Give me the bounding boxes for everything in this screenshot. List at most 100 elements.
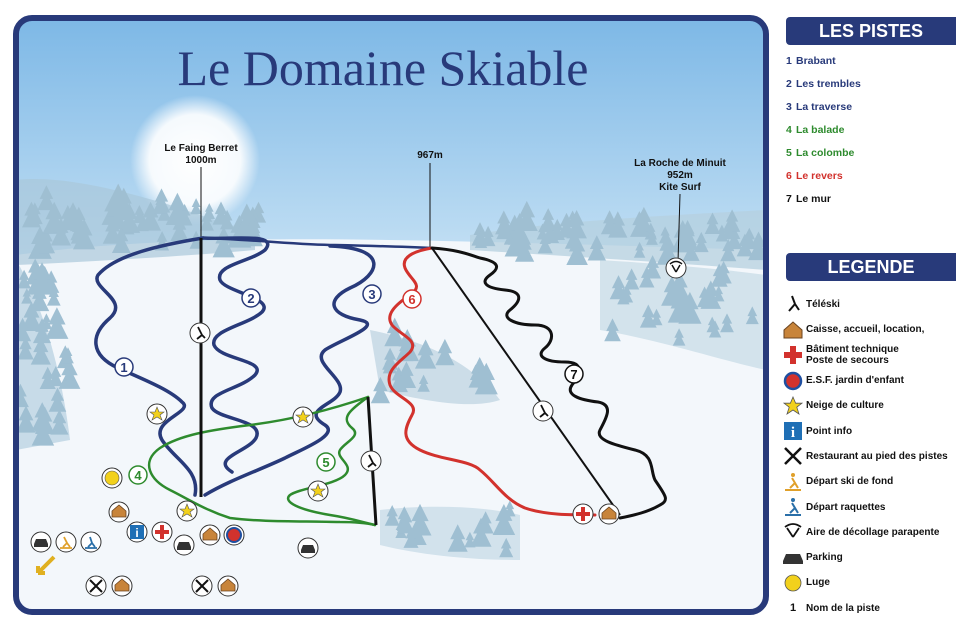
piste-item-name: Le mur	[796, 193, 832, 205]
pistes-panel-header: LES PISTES	[786, 17, 956, 45]
restaurant-icon	[191, 575, 213, 597]
legend-item-label: Restaurant au pied des pistes	[806, 450, 948, 462]
piste-item-5: 5 La colombe	[786, 146, 956, 169]
legend-item-info: i Point info	[780, 418, 958, 443]
piste-7-trail	[430, 246, 667, 520]
map-icons: i	[30, 257, 687, 597]
piste-item-6: 6 Le revers	[786, 169, 956, 192]
legend-item-label: Luge	[806, 577, 830, 589]
sled-icon	[101, 467, 123, 489]
svg-text:3: 3	[368, 287, 375, 302]
legend-item-chalet: Caisse, accueil, location,	[780, 317, 958, 342]
legend-item-esf: E.S.F. jardin d'enfant	[780, 368, 958, 393]
piste-item-1: 1 Brabant	[786, 54, 956, 77]
svg-text:6: 6	[408, 292, 415, 307]
red-cross-icon	[780, 344, 806, 366]
map-title: Le Domaine Skiable	[178, 40, 589, 96]
legend-item-label: Caisse, accueil, location,	[806, 324, 925, 336]
chalet-icon	[217, 575, 239, 597]
restaurant-icon	[780, 445, 806, 467]
legend-item-label: Parking	[806, 552, 843, 564]
red-cross-icon	[151, 521, 173, 543]
svg-text:i: i	[135, 526, 138, 540]
peak-faing-name: Le Faing Berret	[164, 143, 238, 154]
svg-text:2: 2	[247, 291, 254, 306]
paraglider-icon	[780, 521, 806, 543]
peak-roche-name: La Roche de Minuit	[634, 158, 726, 169]
ski-lift-icon	[189, 322, 211, 344]
piste-marker-7: 7	[564, 364, 584, 384]
piste-marker-4: 4	[128, 465, 148, 485]
svg-text:4: 4	[134, 468, 142, 483]
parking-icon	[297, 537, 319, 559]
restaurant-icon	[85, 575, 107, 597]
piste-marker-1: 1	[114, 357, 134, 377]
piste-item-name: Le revers	[796, 170, 843, 182]
legend-item-label: Aire de décollage parapente	[806, 526, 940, 538]
legend-item-ski-lift: Téléski	[780, 292, 958, 317]
legend-item-label: Nom de la piste	[806, 602, 880, 614]
piste-number-icon: 1	[789, 602, 797, 615]
red-cross-icon	[572, 503, 594, 525]
info-icon: i	[126, 521, 148, 543]
star-icon	[292, 406, 314, 428]
piste-5-trail	[286, 395, 377, 527]
piste-item-number: 4	[786, 124, 792, 136]
parking-icon	[780, 547, 806, 569]
piste-6-trail	[387, 246, 597, 517]
chalet-icon	[108, 501, 130, 523]
piste-item-3: 3 La traverse	[786, 100, 956, 123]
legend-item-paraglider: Aire de décollage parapente	[780, 520, 958, 545]
sled-icon	[780, 572, 806, 594]
piste-item-name: La colombe	[796, 147, 855, 159]
legend-item-red-cross: Bâtiment technique Poste de secours	[780, 343, 958, 368]
cross-country-ski-icon	[55, 531, 77, 553]
svg-text:i: i	[791, 425, 795, 441]
piste-4-trail	[148, 395, 377, 527]
legend-item-label: E.S.F. jardin d'enfant	[806, 375, 904, 387]
svg-text:7: 7	[570, 367, 577, 382]
legend-item-label: Départ ski de fond	[806, 476, 894, 488]
legend-item-cross-country-ski: Départ ski de fond	[780, 469, 958, 494]
pistes-list: 1 Brabant 2 Les trembles 3 La traverse 4 La bal…	[786, 54, 956, 215]
info-icon: i	[780, 420, 806, 442]
peak-roche-altitude: 952m	[667, 170, 693, 181]
piste-marker-6: 6	[402, 289, 422, 309]
legend-item-star: Neige de culture	[780, 393, 958, 418]
piste-item-number: 3	[786, 101, 792, 113]
piste-item-name: La traverse	[796, 101, 853, 113]
ski-lift-line-3	[431, 247, 621, 516]
peak-center-altitude: 967m	[417, 150, 443, 161]
legend-list: Téléski Caisse, accueil, location, Bâtimen…	[780, 292, 958, 621]
peak-roche-note: Kite Surf	[659, 182, 701, 193]
piste-markers: 1 2 3 4 5 6 7	[114, 284, 584, 485]
piste-item-number: 5	[786, 147, 792, 159]
cross-country-ski-icon	[780, 471, 806, 493]
piste-item-number: 1	[786, 55, 792, 67]
legend-item-parking: Parking	[780, 545, 958, 570]
legend-item-snowshoe: Départ raquettes	[780, 494, 958, 519]
star-icon	[176, 500, 198, 522]
svg-text:5: 5	[322, 455, 329, 470]
piste-item-name: La balade	[796, 124, 845, 136]
piste-item-name: Brabant	[796, 55, 836, 67]
chalet-icon	[780, 319, 806, 341]
ski-lift-icon	[532, 400, 554, 422]
star-icon	[146, 403, 168, 425]
snowshoe-icon	[780, 496, 806, 518]
legend-item-restaurant: Restaurant au pied des pistes	[780, 444, 958, 469]
legend-item-label: Téléski	[806, 299, 840, 311]
legend-item-label-2: Poste de secours	[806, 355, 889, 367]
piste-3-trail	[203, 244, 376, 497]
piste-item-2: 2 Les trembles	[786, 77, 956, 100]
map-frame	[13, 15, 769, 615]
legend-item-piste-number: 1 Nom de la piste	[780, 596, 958, 621]
esf-icon	[223, 524, 245, 546]
star-icon	[780, 395, 806, 417]
legend-item-label: Départ raquettes	[806, 501, 886, 513]
ski-lift-icon	[360, 450, 382, 472]
peak-faing-altitude: 1000m	[185, 155, 216, 166]
direction-arrow-icon	[36, 555, 56, 575]
legend-item-label: Point info	[806, 425, 853, 437]
